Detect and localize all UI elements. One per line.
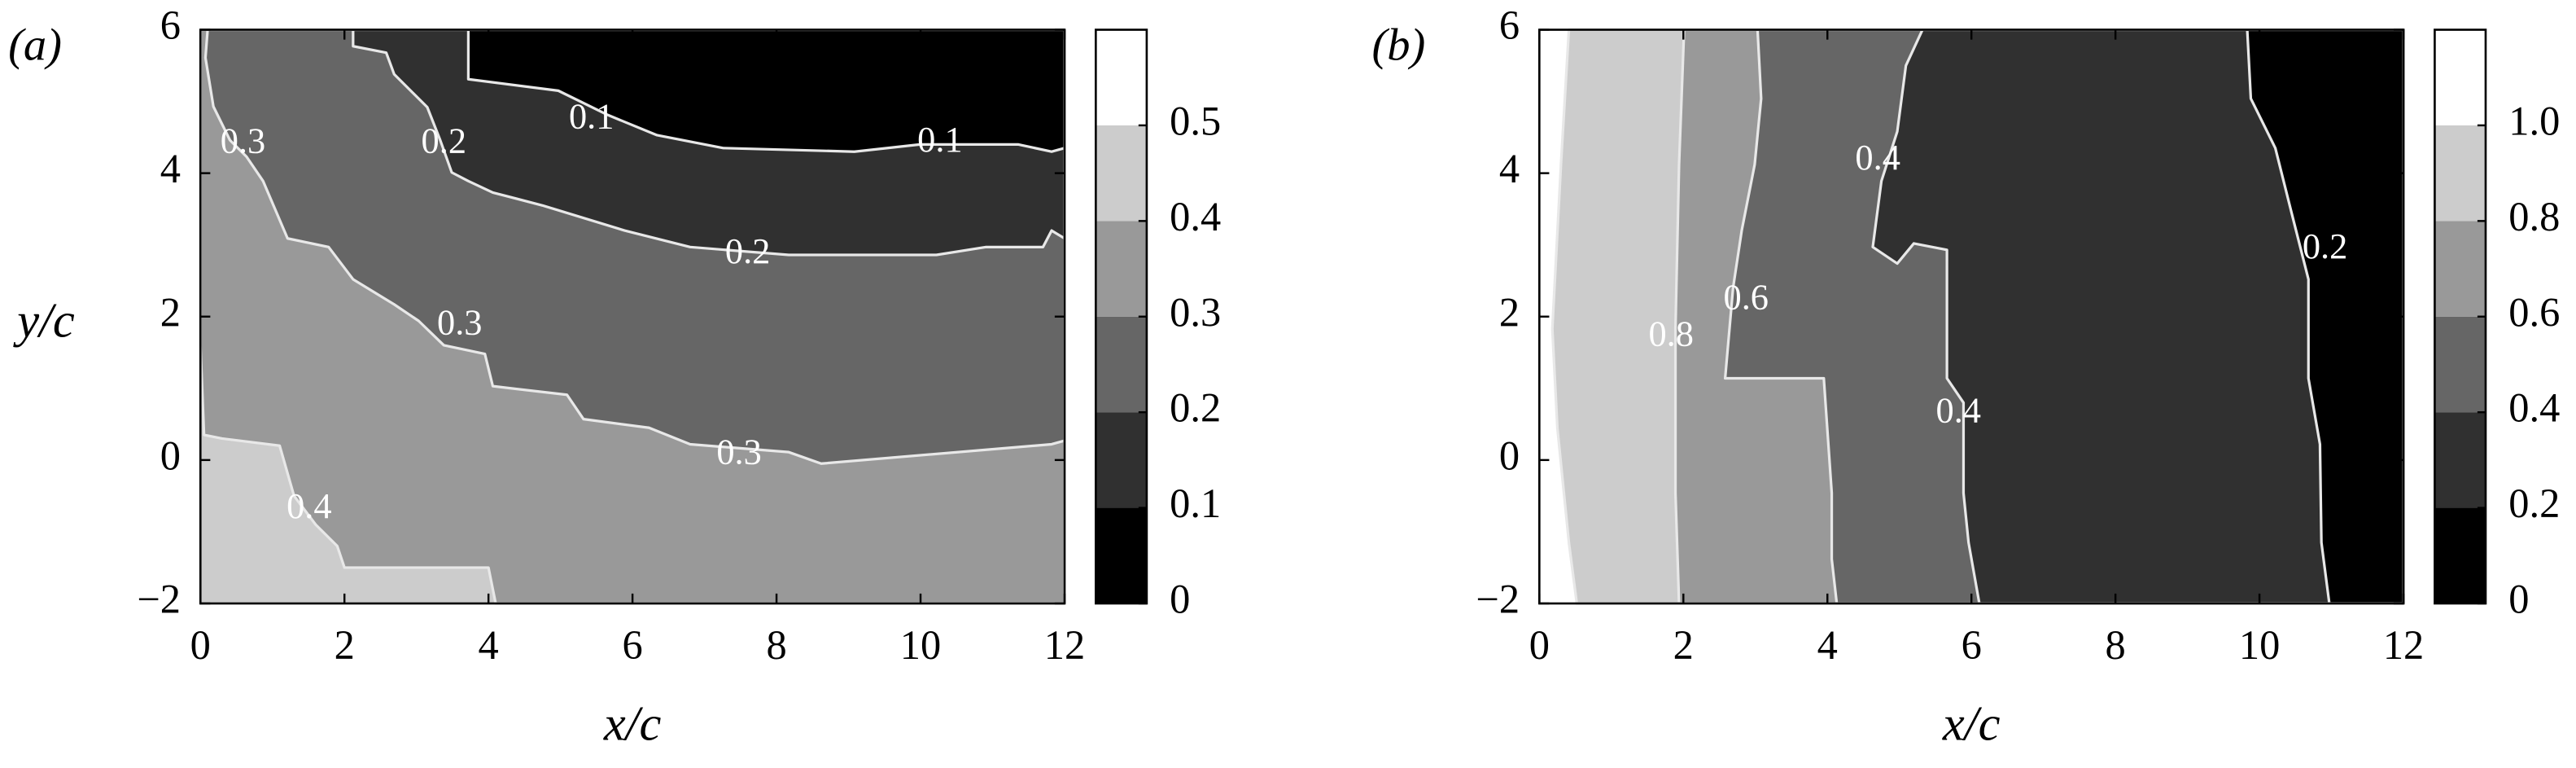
- y-tick-label: −2: [137, 577, 181, 622]
- x-tick-label: 0: [1529, 622, 1550, 668]
- colorbar-band: [2434, 316, 2486, 413]
- x-tick-label: 10: [900, 622, 941, 668]
- contour-label: 0.1: [569, 96, 614, 137]
- y-tick-label: 4: [160, 146, 181, 191]
- colorbar-band: [1096, 316, 1147, 413]
- contour-label: 0.6: [1724, 277, 1769, 318]
- contour-label: 0.3: [716, 432, 762, 472]
- contour-label: 0.3: [221, 121, 266, 161]
- x-tick-label: 12: [1044, 622, 1085, 668]
- colorbar-tick-label: 0.3: [1170, 289, 1221, 335]
- colorbar-band: [1096, 221, 1147, 317]
- panel-label: (b): [1371, 20, 1425, 71]
- colorbar-tick-label: 1.0: [2508, 99, 2560, 144]
- y-tick-label: 4: [1499, 146, 1520, 191]
- contour-label: 0.4: [286, 485, 332, 526]
- x-tick-label: 8: [766, 622, 786, 668]
- y-tick-label: 6: [1499, 2, 1520, 48]
- y-tick-label: 0: [1499, 432, 1520, 478]
- x-tick-label: 6: [623, 622, 643, 668]
- x-tick-label: 0: [190, 622, 211, 668]
- x-tick-label: 12: [2383, 622, 2424, 668]
- contour-label: 0.3: [437, 301, 483, 342]
- x-tick-label: 8: [2106, 622, 2126, 668]
- y-axis-label: y/c: [12, 294, 75, 349]
- contour-label: 0.4: [1855, 137, 1900, 178]
- x-tick-label: 2: [1673, 622, 1694, 668]
- colorbar-tick-label: 0.8: [2508, 194, 2560, 239]
- x-tick-label: 4: [1817, 622, 1838, 668]
- contour-label: 0.1: [917, 119, 963, 160]
- contour-label: 0.2: [2303, 226, 2348, 266]
- panel: 0.3 0.20.10.10.20.30.30.40 2 4 6 8 10 12−20246x…: [8, 2, 1221, 751]
- colorbar-band: [2434, 29, 2486, 125]
- contour-label: 0.2: [725, 230, 771, 271]
- colorbar-tick-label: 0: [2508, 577, 2529, 622]
- contour-label: 0.4: [1936, 390, 1982, 431]
- x-tick-label: 6: [1962, 622, 1982, 668]
- contour-label: 0.2: [422, 121, 467, 161]
- panel-label: (a): [8, 20, 62, 71]
- colorbar-tick-label: 0.4: [2508, 385, 2560, 431]
- colorbar-tick-label: 0.5: [1170, 99, 1221, 144]
- colorbar-tick-label: 0.1: [1170, 481, 1221, 526]
- colorbar-band: [1096, 125, 1147, 222]
- x-tick-label: 4: [479, 622, 499, 668]
- y-tick-label: 6: [160, 2, 181, 48]
- contour-label: 0.8: [1648, 313, 1694, 353]
- y-tick-label: 2: [160, 289, 181, 335]
- x-axis-label: x/c: [1942, 696, 2001, 751]
- colorbar-band: [1096, 507, 1147, 603]
- panel: 0.40.60.80.40.20 2 4 6 8 10 12−20246x/c(b)00.2…: [1371, 2, 2560, 751]
- y-tick-label: −2: [1476, 577, 1520, 622]
- colorbar-band: [1096, 412, 1147, 508]
- colorbar-band: [2434, 507, 2486, 603]
- colorbar-band: [2434, 221, 2486, 317]
- colorbar-tick-label: 0.2: [1170, 385, 1221, 431]
- colorbar-tick-label: 0.6: [2508, 289, 2560, 335]
- y-tick-label: 2: [1499, 289, 1520, 335]
- x-tick-label: 2: [335, 622, 355, 668]
- x-axis-label: x/c: [603, 696, 662, 751]
- colorbar-band: [1096, 29, 1147, 125]
- x-tick-label: 10: [2239, 622, 2280, 668]
- colorbar-tick-label: 0.2: [2508, 481, 2560, 526]
- colorbar-tick-label: 0.4: [1170, 194, 1221, 239]
- colorbar-tick-label: 0: [1170, 577, 1190, 622]
- y-tick-label: 0: [160, 432, 181, 478]
- colorbar-band: [2434, 412, 2486, 508]
- colorbar-band: [2434, 125, 2486, 222]
